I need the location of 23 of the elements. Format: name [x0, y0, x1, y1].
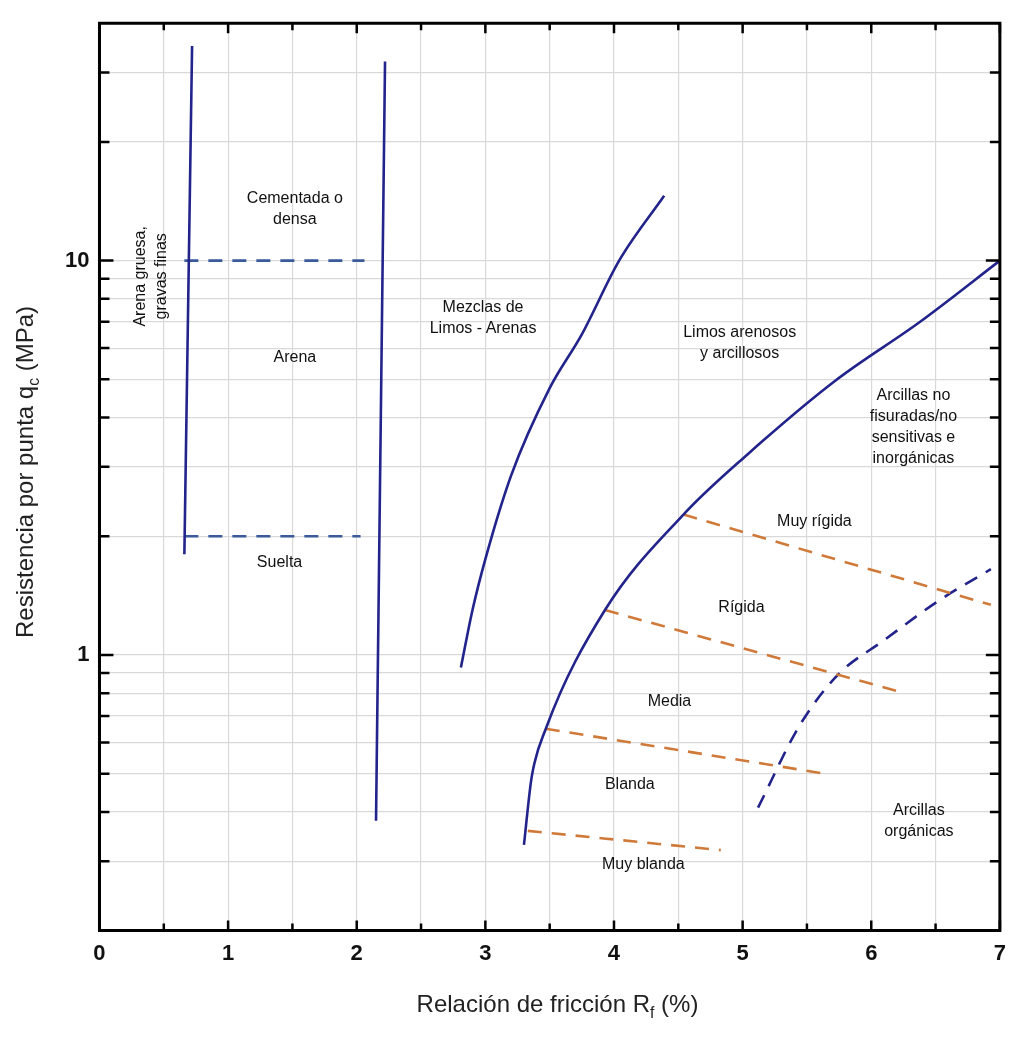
- x-tick-label: 6: [865, 939, 878, 965]
- annotation: Mezclas de Limos - Arenas: [429, 298, 537, 337]
- x-tick-label: 1: [221, 939, 235, 965]
- annotation: Arena: [273, 347, 317, 365]
- annotation: Arcillas no fisuradas/no sensitivas e inorgánicas: [869, 385, 958, 466]
- annotation: Suelta: [256, 552, 303, 570]
- x-tick-label: 7: [993, 939, 1007, 965]
- x-tick-label: 5: [736, 939, 749, 965]
- annotation: Cementada o densa: [246, 189, 343, 228]
- y-tick-label: 10: [64, 246, 90, 272]
- annotation: Muy rígida: [777, 511, 852, 529]
- x-tick-label: 4: [607, 939, 621, 965]
- annotation: Rígida: [718, 597, 765, 615]
- annotation: Blanda: [604, 774, 655, 792]
- annotation: Muy blanda: [601, 854, 685, 872]
- x-axis-title: Relación de fricción R$_{f}$ (%): [415, 990, 700, 1022]
- x-tick-label: 2: [350, 939, 363, 965]
- annotation: Media: [647, 692, 692, 710]
- annotation: Arcillas orgánicas: [884, 800, 954, 839]
- x-tick-label: 0: [93, 939, 106, 965]
- x-tick-label: 3: [479, 939, 492, 965]
- annotation: Arena gruesa, gravas finas: [130, 226, 169, 327]
- annotation: Limos arenosos y arcillosos: [683, 322, 797, 361]
